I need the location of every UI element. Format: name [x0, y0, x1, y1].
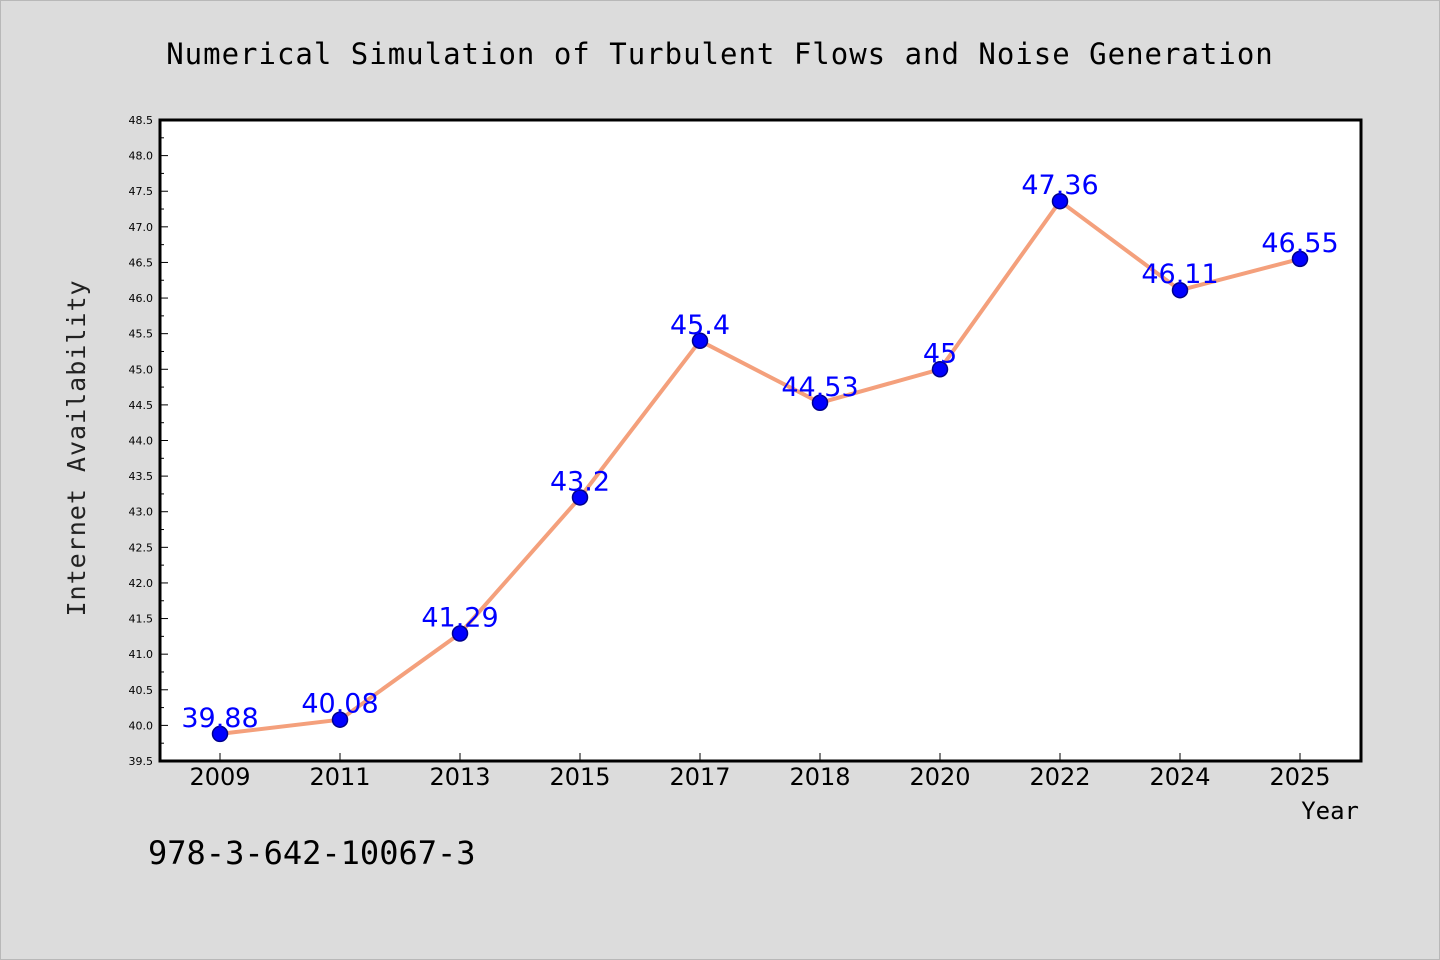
y-axis-label: Internet Availability [62, 279, 91, 616]
y-tick-label: 43.0 [129, 506, 154, 519]
x-tick-label: 2022 [1029, 763, 1090, 791]
y-tick-label: 46.0 [129, 292, 154, 305]
plot-area [158, 118, 1363, 763]
y-tick-label: 44.0 [129, 435, 154, 448]
data-point [1291, 250, 1309, 268]
data-label: 41.29 [421, 603, 498, 634]
y-tick-label: 48.5 [129, 114, 154, 127]
data-label: 45 [923, 338, 957, 369]
y-tick-label: 39.5 [129, 755, 154, 768]
data-labels: 39.88 40.08 41.29 43.2 45.4 44.53 45 47.36 46.11… [181, 170, 1338, 734]
x-tick-label: 2015 [549, 763, 610, 791]
data-point [1171, 281, 1189, 299]
series-line [219, 199, 1301, 736]
x-tick-label: 2024 [1149, 763, 1210, 791]
x-tick-label: 2013 [429, 763, 490, 791]
y-tick-label: 41.0 [129, 648, 154, 661]
y-tick-label: 47.5 [129, 185, 154, 198]
data-point [331, 711, 349, 728]
data-point [211, 725, 229, 743]
isbn-text: 978-3-642-10067-3 [148, 834, 476, 872]
y-tick-label: 41.5 [129, 613, 154, 626]
y-tick-label: 46.5 [129, 256, 154, 269]
y-tick-label: 44.5 [129, 399, 154, 412]
y-tick-label: 47.0 [129, 221, 154, 234]
y-tick-label: 42.5 [129, 541, 154, 554]
x-axis: 2009 2011 2013 2015 2017 2018 2020 2022 2024 2025 [189, 753, 1331, 791]
y-axis: 39.5 40.0 40.5 41.0 41.5 42.0 42.5 43.0 43.5 44.0… [129, 114, 168, 768]
x-tick-label: 2011 [309, 763, 370, 791]
x-axis-label: Year [1301, 797, 1359, 825]
data-label: 43.2 [550, 466, 610, 497]
data-label: 39.88 [181, 703, 258, 734]
y-tick-label: 45.0 [129, 363, 154, 376]
data-point [571, 489, 589, 506]
data-point [1051, 192, 1069, 210]
x-tick-label: 2020 [909, 763, 970, 791]
y-tick-label: 40.0 [129, 719, 154, 732]
y-tick-label: 45.5 [129, 328, 154, 341]
data-point [811, 394, 829, 412]
y-tick-label: 40.5 [129, 684, 154, 697]
data-label: 47.36 [1021, 170, 1098, 201]
data-point [451, 625, 469, 642]
data-label: 40.08 [301, 689, 378, 720]
x-tick-label: 2025 [1269, 763, 1330, 791]
y-tick-label: 43.5 [129, 470, 154, 483]
data-point [691, 332, 709, 350]
data-point [931, 361, 949, 378]
x-tick-label: 2017 [669, 763, 730, 791]
data-label: 45.4 [670, 310, 730, 341]
chart-title: Numerical Simulation of Turbulent Flows … [166, 37, 1274, 71]
y-tick-label: 48.0 [129, 150, 154, 163]
x-tick-label: 2018 [789, 763, 850, 791]
data-label: 46.55 [1261, 228, 1338, 259]
data-label: 44.53 [781, 372, 858, 403]
y-tick-label: 42.0 [129, 577, 154, 590]
data-label: 46.11 [1141, 259, 1218, 290]
series-markers [211, 192, 1309, 743]
x-tick-label: 2009 [189, 763, 250, 791]
